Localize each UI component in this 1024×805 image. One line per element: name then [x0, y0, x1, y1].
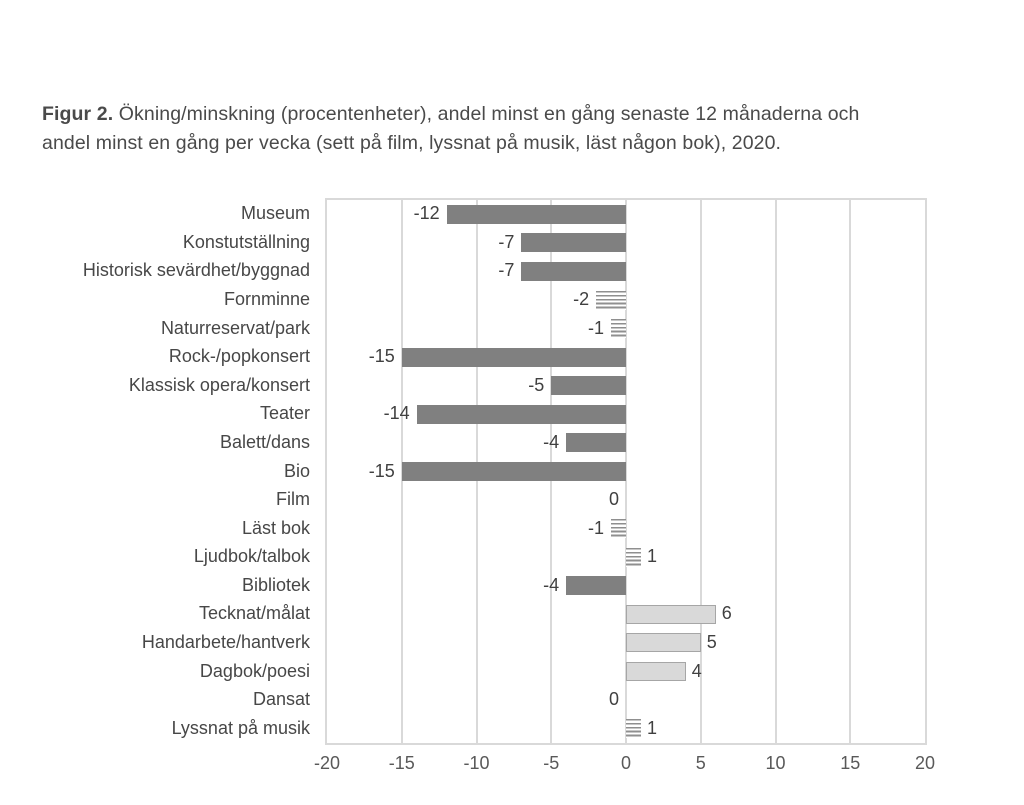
bar: [626, 719, 641, 739]
category-label: Konstutställning: [182, 231, 310, 252]
category-label: Naturreservat/park: [160, 317, 310, 338]
bar: [626, 604, 716, 624]
x-axis-tick-label: -20: [313, 753, 340, 773]
value-label: 4: [691, 660, 702, 681]
gridline-x-0: [625, 200, 627, 743]
bar: [416, 404, 626, 424]
category-label: Teater: [259, 403, 310, 424]
value-label: -12: [413, 203, 440, 224]
category-label: Museum: [240, 203, 310, 224]
bar: [521, 261, 626, 281]
category-label: Dansat: [252, 689, 310, 710]
category-label: Lyssnat på musik: [171, 717, 310, 738]
category-label: Film: [276, 489, 310, 510]
value-label: 1: [646, 546, 657, 567]
value-label: -4: [543, 574, 560, 595]
category-label: Dagbok/poesi: [199, 660, 310, 681]
bar: [566, 576, 626, 596]
bar: [626, 633, 701, 653]
value-label: -1: [588, 517, 605, 538]
category-label: Handarbete/hantverk: [141, 631, 310, 652]
category-label: Läst bok: [241, 517, 310, 538]
category-label: Bio: [283, 460, 310, 481]
category-label: Bibliotek: [241, 574, 310, 595]
bar: [566, 433, 626, 453]
value-label: -1: [588, 317, 605, 338]
figure-caption-number: Figur 2.: [42, 103, 114, 125]
x-axis-tick-label: -10: [463, 753, 490, 773]
bar: [401, 347, 626, 367]
value-label: -7: [498, 231, 515, 252]
figure-caption: Figur 2. Ökning/minskning (procentenhete…: [42, 100, 977, 158]
bar-chart-plot-area: Museum -12 Konstutställning -7 Historisk sev…: [83, 198, 935, 773]
bar: [446, 204, 626, 224]
gridline-x-10: [774, 200, 777, 743]
value-label: -15: [368, 460, 395, 481]
value-label: -2: [573, 289, 590, 310]
value-label: -7: [498, 260, 515, 281]
bar: [551, 376, 626, 396]
x-axis-tick-label: 5: [695, 753, 706, 773]
category-label: Rock-/popkonsert: [168, 346, 310, 367]
bar: [611, 519, 626, 539]
gridline-x-5: [699, 200, 702, 743]
value-label: 0: [608, 689, 619, 710]
value-label: -14: [383, 403, 410, 424]
x-axis-tick-label: -15: [388, 753, 415, 773]
x-axis-tick-label: 10: [765, 753, 786, 773]
value-label: -5: [528, 374, 545, 395]
figure-caption-line1: Ökning/minskning (procentenheter), andel…: [113, 103, 860, 125]
x-axis-tick-label: 20: [914, 753, 936, 773]
category-label: Balett/dans: [219, 431, 310, 452]
bar: [521, 233, 626, 253]
gridline-x-15: [849, 200, 852, 743]
bar: [626, 547, 641, 567]
value-label: 1: [646, 717, 657, 738]
category-label: Historisk sevärdhet/byggnad: [82, 260, 310, 281]
value-label: 0: [608, 489, 619, 510]
bar: [626, 662, 686, 682]
value-label: -4: [543, 431, 560, 452]
bar: [401, 462, 626, 481]
value-label: 5: [706, 631, 717, 652]
figure-caption-line2: andel minst en gång per vecka (sett på f…: [42, 132, 782, 154]
x-axis-tick-label: -5: [543, 753, 560, 773]
value-label: 6: [721, 603, 732, 624]
category-label: Klassisk opera/konsert: [128, 374, 310, 395]
category-label: Ljudbok/talbok: [193, 546, 310, 567]
x-axis-tick-label: 0: [620, 753, 631, 773]
category-label: Tecknat/målat: [198, 603, 310, 624]
value-label: -15: [368, 346, 395, 367]
x-axis-tick-label: 15: [840, 753, 861, 773]
bar: [596, 290, 626, 310]
bar: [611, 319, 626, 339]
category-label: Fornminne: [223, 289, 310, 310]
